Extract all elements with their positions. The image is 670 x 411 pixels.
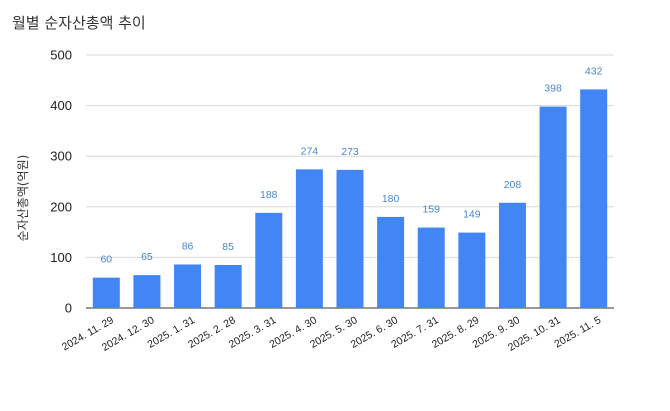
data-label: 159 [422,204,440,216]
data-label: 60 [100,254,112,266]
data-label: 208 [504,179,522,191]
y-axis-title: 순자산총액(억원) [16,155,30,242]
data-label: 398 [544,83,562,95]
bar [92,277,120,308]
bar [539,106,567,308]
bar [295,169,323,308]
bar [336,169,364,308]
y-tick-label: 300 [50,149,72,164]
data-label: 149 [463,209,481,221]
y-tick-label: 100 [50,250,72,265]
bar [214,264,242,308]
data-label: 432 [585,65,603,77]
bar [580,89,608,309]
y-tick-label: 500 [50,48,72,63]
bars [92,89,608,309]
data-label: 188 [260,189,278,201]
bar [255,212,283,308]
bar [377,216,405,308]
chart-title: 월별 순자산총액 추이 [12,14,146,32]
x-tick-label: 2025. 11. 5 [552,314,603,350]
bar [417,227,445,308]
bar [458,232,486,308]
data-label: 274 [301,145,319,157]
bar [133,275,161,308]
data-label: 86 [182,240,194,252]
bar [174,264,202,308]
data-label: 85 [222,241,234,253]
data-label: 65 [141,251,153,263]
y-tick-label: 400 [50,98,72,113]
y-tick-labels: 0 100 200 300 400 500 [50,48,72,316]
bar [498,202,526,308]
y-tick-label: 0 [65,301,72,316]
data-labels: 60 65 86 85 188 274 273 180 159 149 208 398 432 [100,65,602,265]
y-tick-label: 200 [50,199,72,214]
data-label: 273 [341,146,359,158]
data-label: 180 [382,193,400,205]
